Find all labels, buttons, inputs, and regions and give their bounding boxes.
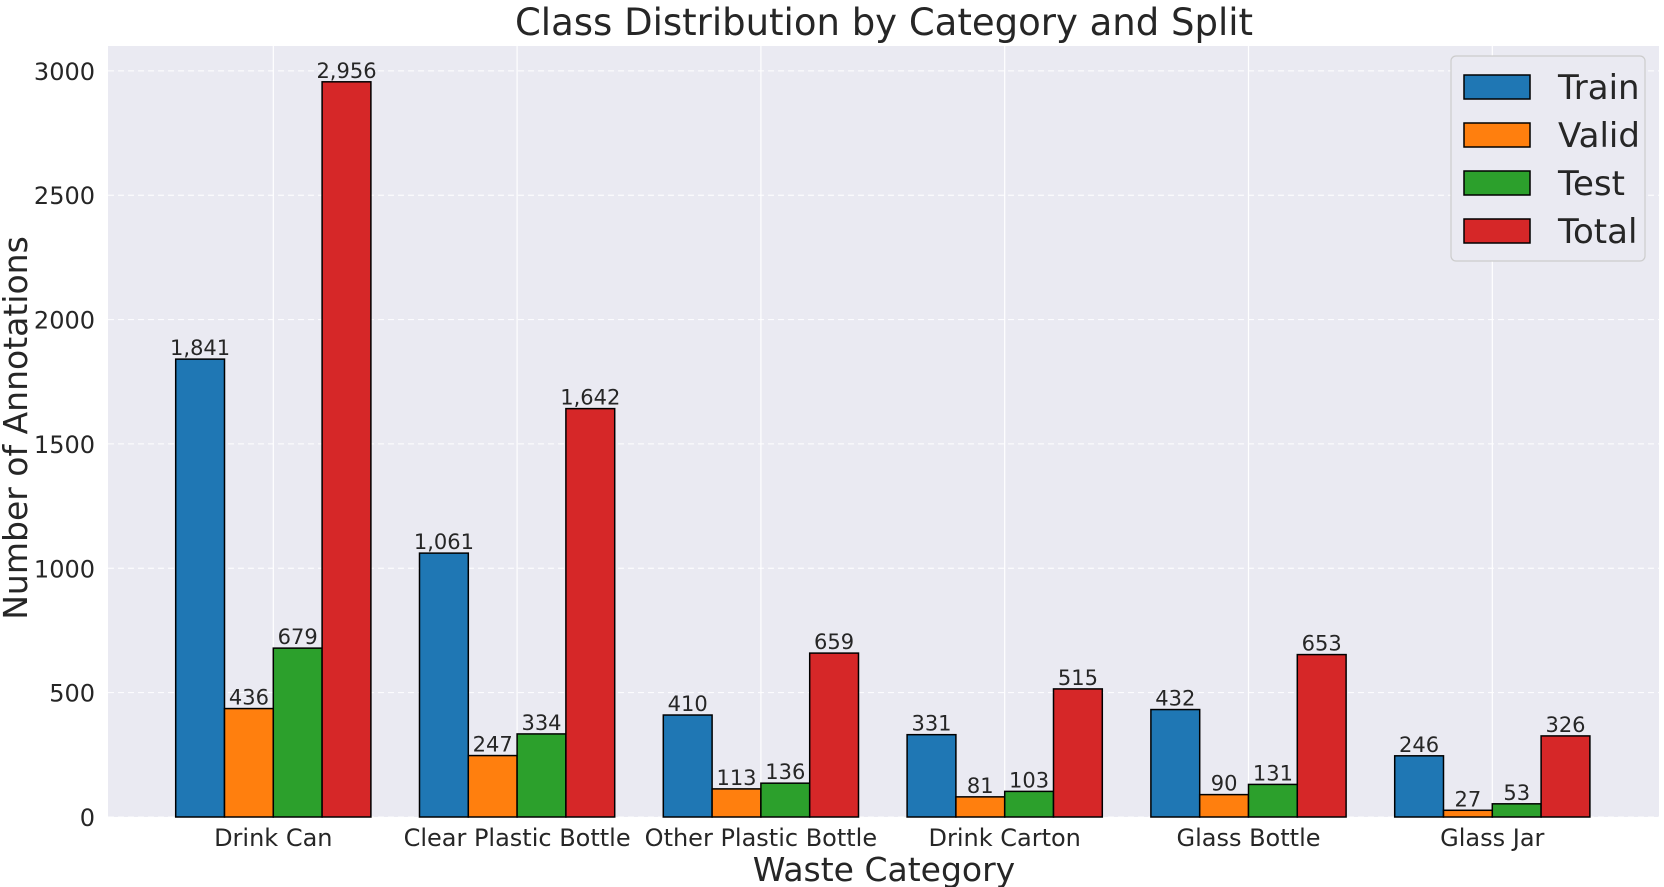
bar-total <box>565 407 616 818</box>
bar-test <box>272 647 323 818</box>
x-tick-label: Other Plastic Bottle <box>645 824 877 852</box>
bar-test <box>1491 803 1542 818</box>
bar-value-label: 331 <box>911 712 951 736</box>
bar-value-label: 659 <box>814 630 854 654</box>
bar-value-label: 113 <box>716 766 756 790</box>
bar-value-label: 246 <box>1399 733 1439 757</box>
bar-value-label: 81 <box>967 774 994 798</box>
bar-value-label: 247 <box>473 733 513 757</box>
bar-total <box>321 81 372 818</box>
bar-valid <box>223 707 275 818</box>
legend-swatch-valid <box>1463 122 1531 148</box>
legend: Train Valid Test Total <box>1450 55 1646 262</box>
bar-value-label: 90 <box>1211 772 1238 796</box>
bar-value-label: 410 <box>668 692 708 716</box>
bar-value-label: 679 <box>278 625 318 649</box>
chart-title: Class Distribution by Category and Split <box>515 1 1253 44</box>
legend-label-valid: Valid <box>1558 116 1640 156</box>
x-axis-ticks: Drink Can Clear Plastic Bottle Other Plast… <box>214 824 1544 852</box>
legend-swatch-total <box>1463 218 1531 244</box>
x-tick-label: Glass Bottle <box>1176 824 1320 852</box>
bar-train <box>662 714 713 818</box>
legend-label-total: Total <box>1557 212 1637 252</box>
bar-value-label: 1,642 <box>560 386 620 410</box>
x-tick-label: Drink Carton <box>929 824 1081 852</box>
bar-train <box>174 358 226 818</box>
bar-test <box>1247 783 1299 818</box>
bar-value-label: 136 <box>765 760 805 784</box>
bar-value-label: 326 <box>1545 713 1585 737</box>
bar-valid <box>955 796 1006 818</box>
bar-value-label: 653 <box>1302 632 1342 656</box>
bar-total <box>1052 688 1104 818</box>
bar-value-label: 53 <box>1503 781 1530 805</box>
bar-valid <box>467 754 518 818</box>
bar-value-label: 432 <box>1155 687 1195 711</box>
legend-swatch-train <box>1463 74 1531 100</box>
bar-valid <box>1198 793 1250 818</box>
bar-value-label: 131 <box>1253 761 1293 785</box>
bar-value-labels: 1,841 1,061 410 331 432 246 436 247 113 81 90 27 679… <box>170 59 1586 811</box>
bars <box>174 81 1591 818</box>
bar-valid <box>711 788 762 818</box>
y-tick-label: 0 <box>80 804 95 832</box>
legend-label-train: Train <box>1557 68 1640 108</box>
y-tick-label: 1500 <box>34 431 95 459</box>
bar-total <box>1540 735 1591 818</box>
bar-test <box>1003 790 1055 818</box>
bar-value-label: 27 <box>1455 787 1482 811</box>
bar-value-label: 1,061 <box>414 530 474 554</box>
y-tick-label: 3000 <box>34 58 95 86</box>
legend-frame <box>1450 55 1646 262</box>
legend-swatch-test <box>1463 170 1531 196</box>
y-tick-label: 2000 <box>34 307 95 335</box>
bar-value-label: 103 <box>1009 768 1049 792</box>
x-tick-label: Drink Can <box>214 824 332 852</box>
x-tick-label: Clear Plastic Bottle <box>404 824 631 852</box>
bar-value-label: 1,841 <box>170 336 230 360</box>
y-tick-label: 1000 <box>34 555 95 583</box>
bar-value-label: 334 <box>521 711 561 735</box>
bar-test <box>760 782 811 818</box>
bar-train <box>906 733 957 818</box>
y-tick-label: 2500 <box>34 182 95 210</box>
bar-value-label: 515 <box>1058 666 1098 690</box>
bar-total <box>808 652 860 818</box>
bar-total <box>1296 653 1347 818</box>
bar-value-label: 436 <box>229 686 269 710</box>
bar-train <box>1393 755 1445 818</box>
bar-train <box>1150 708 1201 818</box>
y-tick-label: 500 <box>49 680 95 708</box>
y-axis-ticks: 0 500 1000 1500 2000 2500 3000 <box>34 58 95 832</box>
bar-train <box>418 552 470 818</box>
legend-label-test: Test <box>1557 164 1625 204</box>
bar-test <box>516 733 567 818</box>
x-axis-label: Waste Category <box>753 850 1015 887</box>
bar-value-label: 2,956 <box>316 59 376 83</box>
y-axis-label: Number of Annotations <box>0 236 35 620</box>
x-tick-label: Glass Jar <box>1440 824 1544 852</box>
